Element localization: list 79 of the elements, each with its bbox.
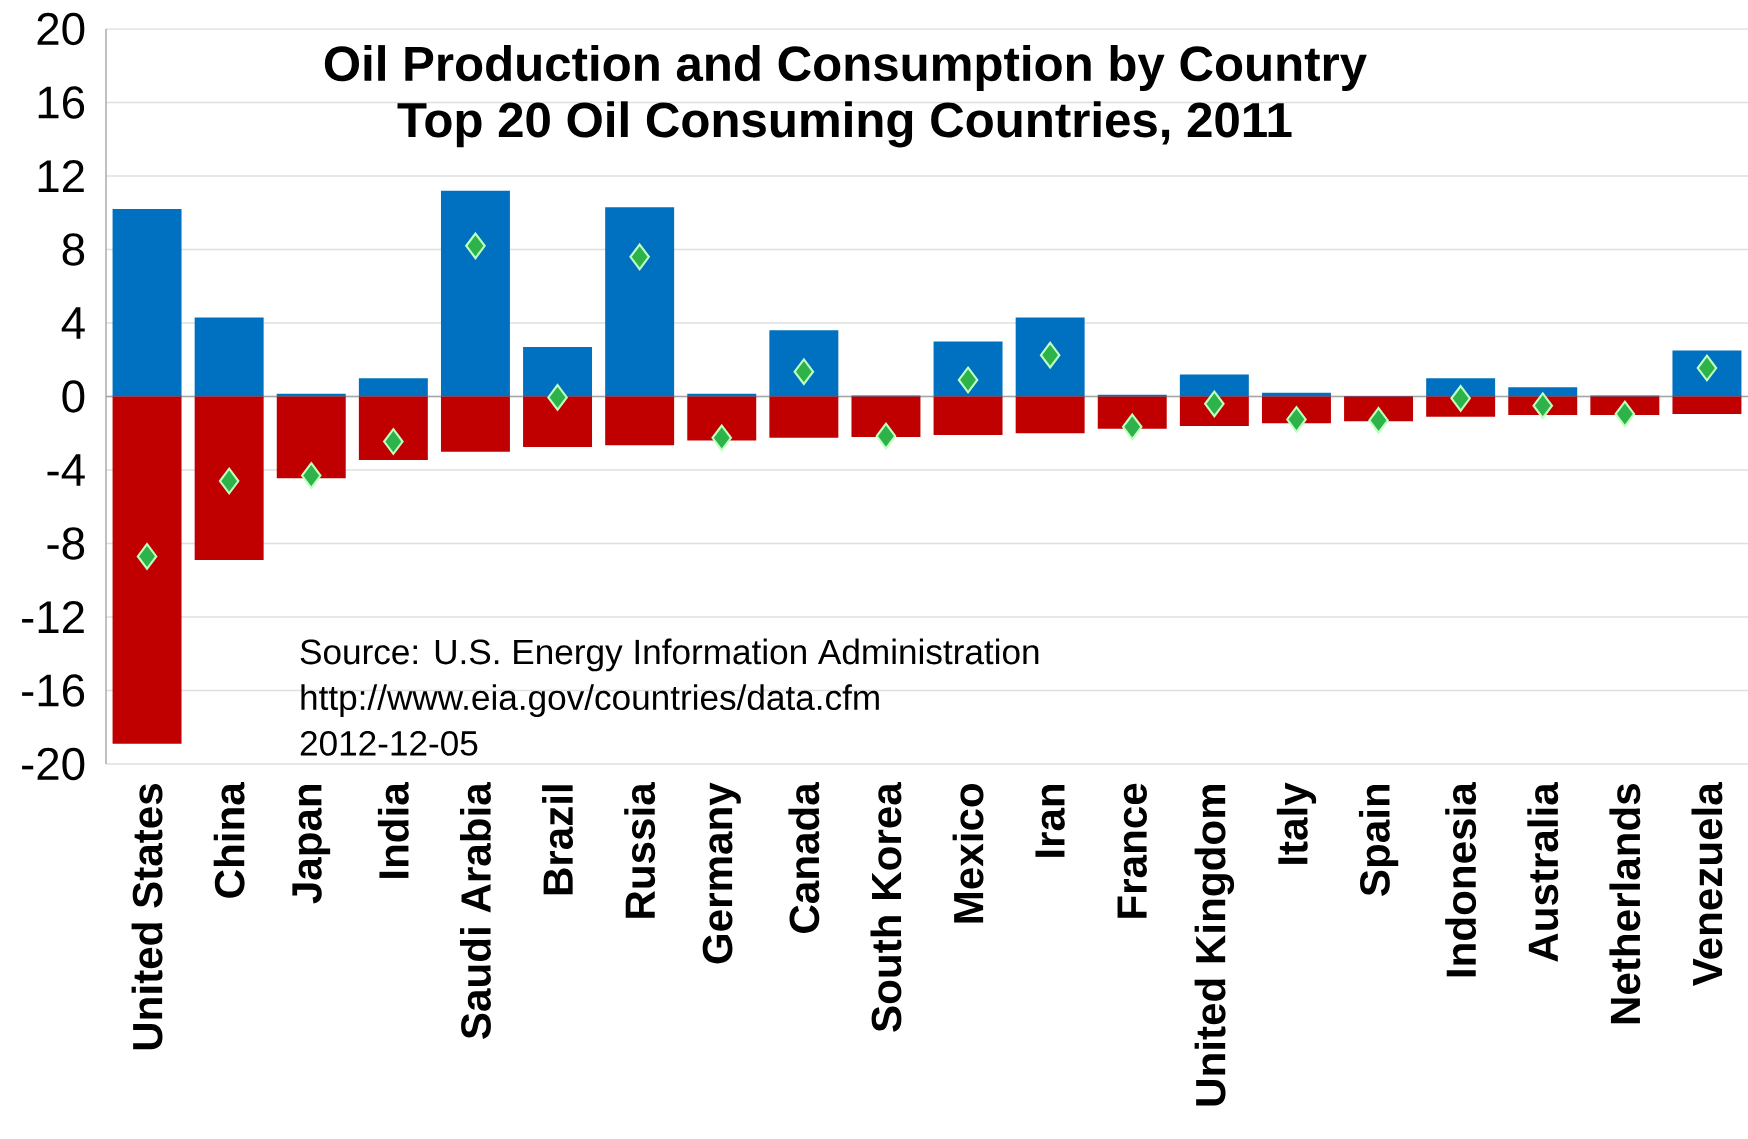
- x-tick-label: Italy: [1276, 782, 1317, 864]
- bar: [1179, 374, 1249, 397]
- bar: [769, 330, 839, 397]
- bar: [605, 396, 675, 446]
- y-tick-label: 4: [61, 307, 85, 339]
- point: [875, 422, 897, 450]
- y-tick-label: 12: [38, 160, 84, 192]
- bar: [523, 346, 593, 397]
- point: [547, 384, 568, 411]
- bar: [933, 341, 1003, 397]
- annotation: 2012-12-05: [300, 730, 478, 756]
- bar: [1508, 387, 1578, 397]
- x-tick-label: Spain: [1358, 784, 1399, 896]
- x-tick-label: Mexico: [952, 783, 984, 923]
- y-tick-label: 16: [38, 86, 85, 119]
- bar: [1015, 317, 1085, 397]
- chart-title: Oil Production and Consumption by Country: [324, 45, 1367, 91]
- bar: [440, 190, 510, 397]
- bar: [276, 393, 346, 397]
- x-tick-label: China: [213, 782, 245, 898]
- y-tick-label: 8: [62, 233, 85, 266]
- bar: [358, 396, 428, 460]
- bar: [440, 396, 510, 452]
- bar: [194, 396, 264, 561]
- x-tick-label: Germany: [702, 782, 741, 964]
- y-tick-label: 20: [37, 12, 85, 46]
- point: [1368, 407, 1389, 434]
- x-tick-label: Iran: [1035, 784, 1065, 857]
- bar: [1015, 396, 1085, 434]
- bar: [1261, 392, 1331, 397]
- y-tick-label: 0: [62, 380, 85, 413]
- bar: [605, 207, 675, 397]
- point: [711, 424, 733, 452]
- bar: [1672, 396, 1742, 414]
- x-tick-label: South Korea: [870, 782, 902, 1032]
- point: [300, 462, 322, 489]
- point: [465, 232, 486, 260]
- bar: [112, 396, 182, 744]
- x-tick-label: Brazil: [542, 785, 574, 895]
- y-tick-label: -4: [47, 454, 85, 486]
- bar: [358, 378, 428, 397]
- y-tick-label: -20: [22, 747, 85, 781]
- bar: [1097, 396, 1167, 429]
- annotation: http://www.eia.gov/countries/data.cfm: [301, 684, 879, 718]
- x-tick-label: United States: [131, 784, 163, 1050]
- point: [136, 543, 158, 570]
- annotation: Source: U.S. Energy Information Administration: [300, 638, 1039, 672]
- x-tick-label: Russia: [624, 782, 656, 918]
- bar: [1426, 378, 1496, 397]
- bar: [687, 396, 757, 441]
- point: [1614, 400, 1636, 428]
- x-tick-label: Venezuela: [1691, 782, 1723, 986]
- bar: [851, 396, 921, 437]
- bar: [933, 396, 1003, 436]
- x-tick-label: United Kingdom: [1194, 784, 1235, 1106]
- point: [1532, 392, 1554, 420]
- y-tick-label: -12: [22, 601, 84, 633]
- bar: [112, 209, 182, 397]
- x-tick-label: Netherlands: [1609, 784, 1641, 1024]
- bar: [194, 317, 264, 397]
- x-tick-label: Japan: [292, 784, 331, 904]
- text: Top 20 Oil Consuming Countries, 2011: [397, 101, 1292, 148]
- point: [218, 467, 240, 495]
- x-tick-label: Saudi Arabia: [459, 782, 491, 1039]
- x-tick-label: India: [377, 782, 409, 878]
- y-tick-label: -16: [22, 674, 85, 707]
- x-tick-label: Indonesia: [1445, 782, 1477, 977]
- point: [1450, 384, 1471, 412]
- x-tick-label: Canada: [788, 782, 820, 933]
- point: [1121, 413, 1143, 441]
- x-tick-label: France: [1117, 783, 1147, 918]
- bar: [1672, 350, 1742, 397]
- bar: [687, 393, 757, 397]
- bar: [276, 396, 346, 479]
- x-tick-label: Australia: [1527, 782, 1559, 962]
- point: [629, 243, 650, 271]
- y-tick-label: -8: [47, 527, 85, 560]
- bar: [769, 396, 839, 438]
- bar: [523, 396, 593, 448]
